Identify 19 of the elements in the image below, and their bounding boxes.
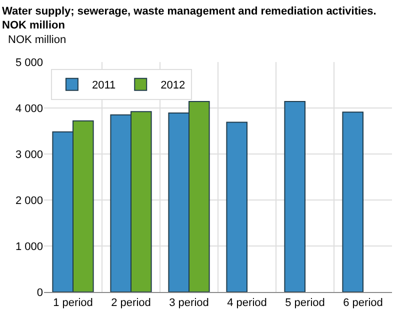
- y-axis-title: NOK million: [8, 34, 66, 46]
- y-tick-label: 5 000: [15, 56, 43, 69]
- x-tick-label: 1 period: [53, 297, 93, 310]
- x-tick-label: 4 period: [227, 297, 267, 310]
- x-tick-label: 6 period: [343, 297, 383, 310]
- x-tick-label: 5 period: [285, 297, 325, 310]
- y-tick-label: 0: [36, 286, 43, 299]
- bar: [226, 122, 248, 292]
- bar: [342, 112, 364, 292]
- y-tick-label: 1 000: [15, 240, 43, 253]
- y-tick-label: 2 000: [15, 194, 43, 207]
- x-tick-label: 3 period: [169, 297, 209, 310]
- y-tick-label: 3 000: [15, 148, 43, 161]
- chart-title: Water supply; sewerage, waste management and remediation activities. NOK million: [2, 5, 376, 32]
- bar: [284, 101, 306, 292]
- legend-label: 2011: [92, 80, 116, 92]
- legend-label: 2012: [160, 80, 186, 92]
- x-tick-label: 2 period: [111, 297, 151, 310]
- y-tick-label: 4 000: [15, 102, 43, 115]
